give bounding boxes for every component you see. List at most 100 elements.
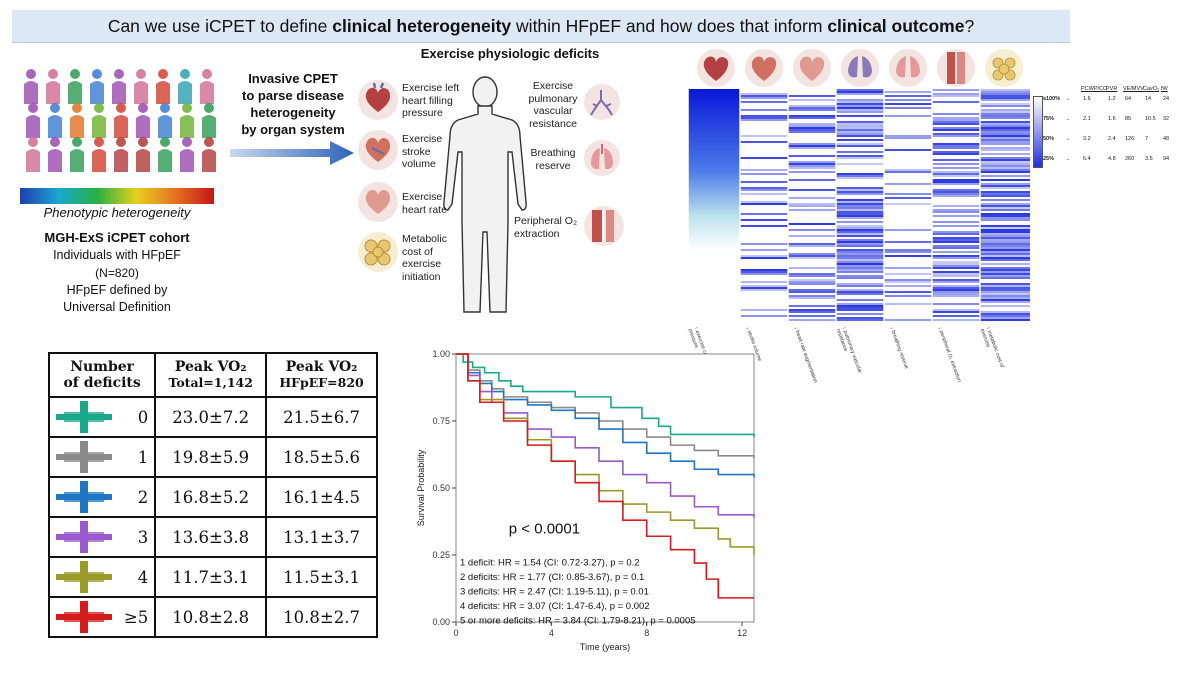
- heatmap: [688, 89, 1030, 321]
- heatmap-column-label: ↑ pulmonary vascular resistance: [834, 326, 863, 375]
- peak-vo2-hfpef-cell: 16.1±4.5: [265, 476, 378, 518]
- heatmap-column: [688, 89, 740, 321]
- muscle-icon: [937, 49, 975, 87]
- legend-value: 2.4: [1108, 136, 1116, 142]
- hazard-ratio-annotation: 4 deficits: HR = 3.07 (CI: 1.47-6.4), p …: [460, 601, 650, 612]
- cross-marker-icon: [56, 521, 112, 553]
- cross-marker-icon: [56, 401, 112, 433]
- legend-value: 1.6: [1108, 116, 1116, 122]
- header-text: Total=1,142: [168, 375, 253, 390]
- peak-vo2-total-cell: 23.0±7.2: [154, 396, 268, 438]
- deficit-text: stroke: [402, 145, 431, 158]
- person-icon: [156, 69, 170, 104]
- x-tick-label: 0: [453, 628, 458, 638]
- legend-value: 24: [1163, 96, 1170, 102]
- header-number-of-deficits: Number of deficits: [47, 352, 157, 398]
- legend-value: 10.5: [1145, 116, 1156, 122]
- heart-icon: [745, 49, 783, 87]
- legend-value: 1.2: [1108, 96, 1116, 102]
- heart-rate-icon: [358, 182, 398, 222]
- deficit-count: 3: [137, 527, 149, 547]
- peak-vo2-hfpef-cell: 18.5±5.6: [265, 436, 378, 478]
- deficit-text: pulmonary: [528, 92, 578, 105]
- person-icon: [92, 103, 106, 138]
- lungs-icon: [841, 49, 879, 87]
- heatmap-column-label: ↓ breathing reserve: [888, 326, 910, 370]
- deficit-text: volume: [402, 158, 436, 170]
- person-icon: [112, 69, 126, 104]
- deficit-text: Peripheral O₂: [514, 215, 578, 227]
- header-text: HFpEF=820: [279, 375, 364, 390]
- deficit-label-metabolic-cost: Metabolic cost of exercise initiation: [402, 233, 447, 283]
- page-title: Can we use iCPET to define clinical hete…: [12, 10, 1070, 43]
- deficit-count: ≥5: [123, 607, 149, 627]
- person-icon: [26, 137, 40, 172]
- deficit-text: resistance: [529, 117, 577, 130]
- person-icon: [46, 69, 60, 104]
- person-icon: [114, 103, 128, 138]
- deficit-count-cell: 1: [47, 436, 157, 478]
- title-text-2: within HFpEF and how does that inform: [516, 15, 823, 36]
- legend-value: 4.8: [1108, 156, 1116, 162]
- heatmap-icons-row: [697, 49, 1023, 87]
- heatmap-column: [884, 89, 932, 321]
- legend-value: 94: [1163, 156, 1170, 162]
- deficit-count: 0: [137, 407, 149, 427]
- deficit-count-cell: 4: [47, 556, 157, 598]
- legend-value: 7: [1145, 136, 1149, 142]
- human-body-silhouette: [443, 76, 527, 313]
- peak-vo2-total-cell: 19.8±5.9: [154, 436, 268, 478]
- lungs-icon: [584, 140, 620, 176]
- y-tick-label: 0.00: [432, 617, 450, 627]
- cohort-line-3: HFpEF defined by: [66, 283, 168, 297]
- deficit-label-breathing-reserve: Breathing reserve: [524, 147, 582, 172]
- person-icon: [70, 137, 84, 172]
- person-icon: [48, 103, 62, 138]
- deficit-text: Exercise: [402, 133, 443, 145]
- person-icon: [178, 69, 192, 104]
- legend-row-label: 50%: [1043, 136, 1055, 142]
- deficit-label-peripheral-o2: Peripheral O₂ extraction: [514, 215, 577, 240]
- person-icon: [70, 103, 84, 138]
- heterogeneity-gradient-bar: [20, 188, 214, 204]
- cohort-title: MGH-ExS iCPET cohort: [44, 230, 190, 245]
- person-icon: [180, 137, 194, 172]
- deficit-text: Exercise: [532, 80, 574, 92]
- title-text-3: ?: [964, 15, 975, 36]
- person-icon: [114, 137, 128, 172]
- legend-header: fW: [1161, 86, 1168, 92]
- legend-value: 32: [1163, 116, 1170, 122]
- cohort-line-1: Individuals with HFpEF: [53, 248, 181, 262]
- lungs-icon: [889, 49, 927, 87]
- legend-value: 3.2: [1083, 136, 1091, 142]
- person-icon: [202, 103, 216, 138]
- legend-header: PCWP/CO: [1081, 86, 1108, 92]
- gradient-label: Phenotypic heterogeneity: [43, 205, 191, 220]
- table-row: 3 13.6±3.8 13.1±3.7: [47, 516, 378, 558]
- deficit-label-pvr: Exercise pulmonary vascular resistance: [524, 80, 582, 130]
- person-icon: [200, 69, 214, 104]
- heatmap-column: [740, 89, 788, 321]
- deficits-heading: Exercise physiologic deficits: [420, 46, 600, 61]
- person-icon: [26, 103, 40, 138]
- legend-value: 2.1: [1083, 116, 1091, 122]
- deficit-text: Metabolic: [402, 233, 447, 245]
- legend-row-label: 75%: [1043, 116, 1055, 122]
- person-icon: [68, 69, 82, 104]
- deficit-text: initiation: [402, 270, 441, 283]
- cross-marker-icon: [56, 561, 112, 593]
- legend-value: 14: [1145, 96, 1152, 102]
- title-bold-1: clinical heterogeneity: [332, 15, 512, 36]
- survival-curve: [456, 353, 755, 438]
- deficit-text: Exercise: [402, 191, 443, 203]
- peak-vo2-total-cell: 11.7±3.1: [154, 556, 268, 598]
- y-axis-label: Survival Probability: [416, 449, 426, 526]
- peak-vo2-total-cell: 10.8±2.8: [154, 596, 268, 638]
- peak-vo2-hfpef-cell: 10.8±2.7: [265, 596, 378, 638]
- arrow-caption-line: to parse disease: [242, 88, 344, 103]
- y-tick-label: 0.50: [432, 483, 450, 493]
- header-peak-vo2-total: Peak VO₂ Total=1,142: [154, 352, 268, 398]
- person-icon: [158, 137, 172, 172]
- survival-curve: [456, 353, 754, 599]
- survival-curve: [456, 353, 755, 518]
